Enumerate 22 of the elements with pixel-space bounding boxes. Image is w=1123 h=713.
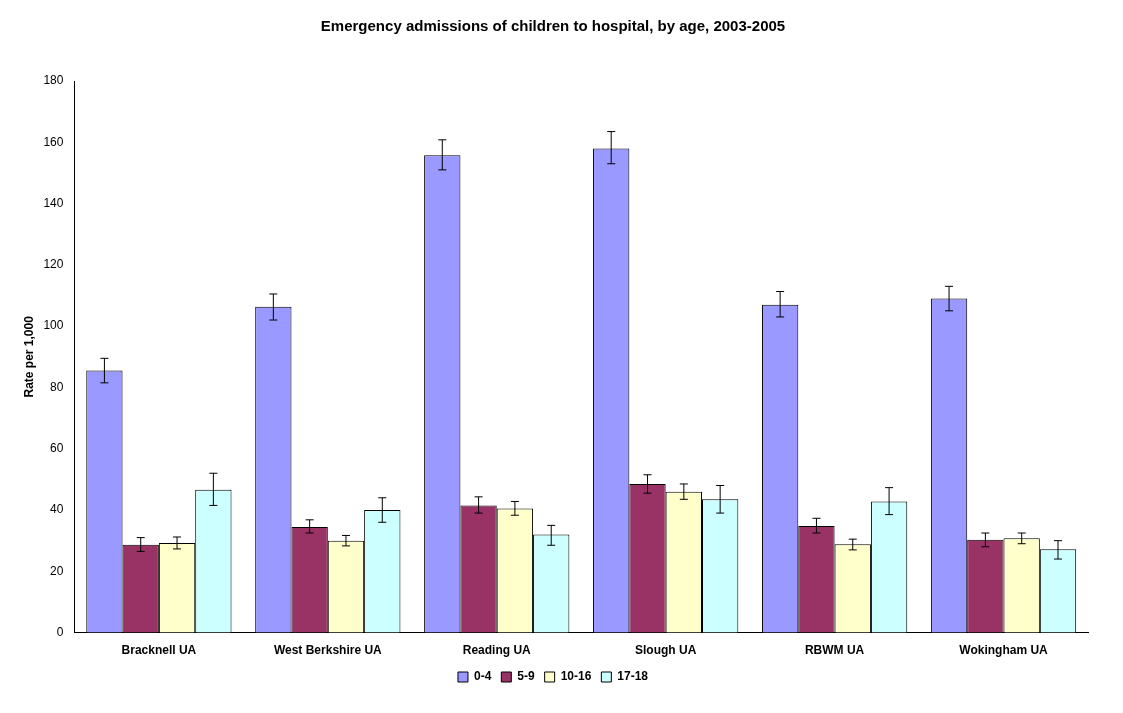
y-axis-title: Rate per 1,000 [21,315,36,398]
x-tick-label: West Berkshire UA [273,643,383,658]
x-tick-label: Bracknell UA [121,643,197,658]
y-tick-label: 40 [50,502,64,517]
chart-title: Emergency admissions of children to hospital, by age, 2003-2005 [320,17,786,35]
y-tick-label: 160 [43,134,64,149]
y-tick-label: 180 [43,73,64,88]
y-tick-label: 100 [43,318,64,333]
legend-label: 17-18 [617,669,649,684]
legend-label: 0-4 [473,669,492,684]
legend-label: 10-16 [560,669,592,684]
y-tick-label: 20 [50,563,64,578]
x-tick-label: Slough UA [635,643,697,658]
x-tick-label: Wokingham UA [959,643,1049,658]
y-tick-label: 80 [50,379,64,394]
legend-label: 5-9 [517,669,535,684]
y-tick-label: 120 [43,257,64,272]
y-tick-label: 140 [43,195,64,210]
x-tick-label: RBWM UA [804,643,865,658]
x-tick-label: Reading UA [462,643,532,658]
y-tick-label: 60 [50,441,64,456]
y-tick-label: 0 [56,624,64,639]
